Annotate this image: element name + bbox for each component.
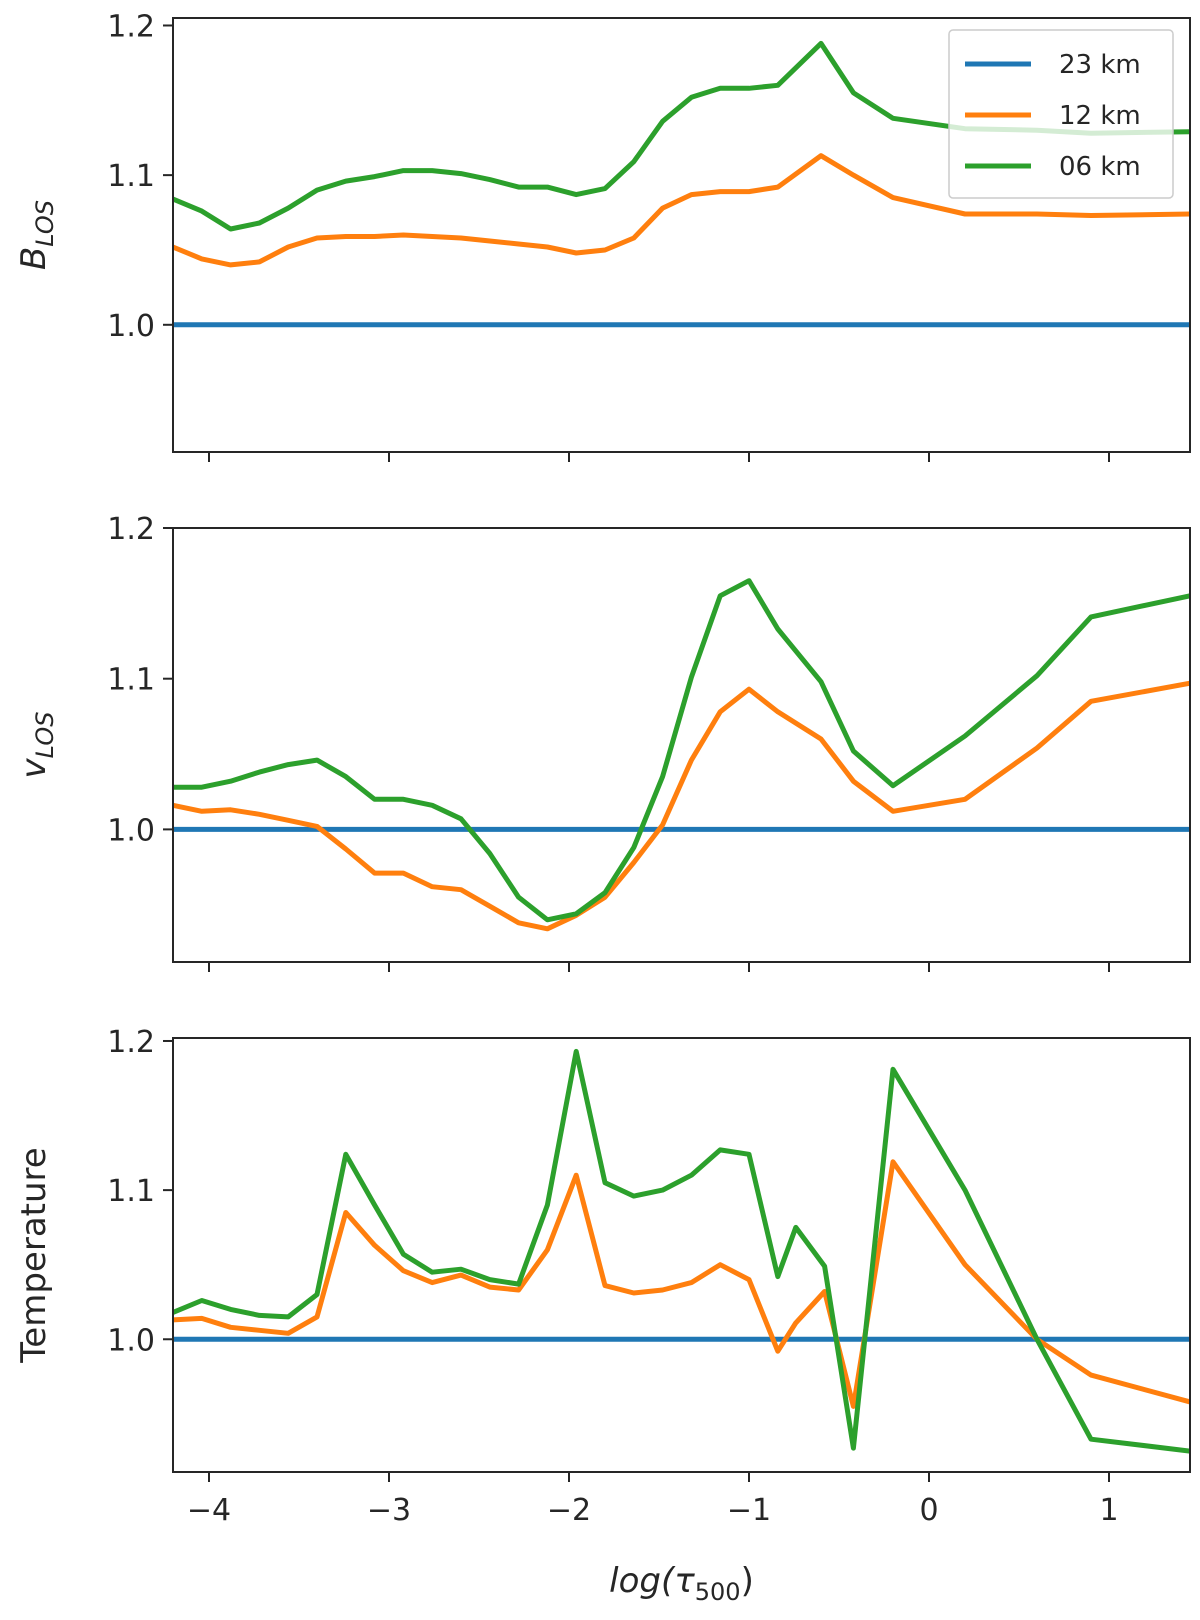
y-tick-label: 1.2 (107, 512, 155, 547)
legend-label: 06 km (1059, 152, 1141, 182)
y-tick-label: 1.1 (107, 159, 155, 194)
series-line-06-km (173, 1048, 1190, 1454)
legend-box (948, 29, 1174, 199)
axes-frame (172, 17, 1191, 453)
y-tick-label: 1.2 (107, 9, 155, 44)
x-tick-label: −3 (367, 1493, 411, 1528)
y-axis-label: Temperature (14, 1147, 54, 1363)
axes-frame (172, 527, 1191, 963)
series-line-12-km (173, 1159, 1190, 1409)
legend: 23 km 12 km 06 km (948, 29, 1174, 199)
series-line-12-km (173, 153, 1190, 268)
y-axis-label: vLOS (14, 712, 59, 779)
y-tick-label: 1.1 (107, 1174, 155, 1209)
y-tick-label: 1.2 (107, 1025, 155, 1060)
y-tick-label: 1.0 (107, 1323, 155, 1358)
x-tick-label: −1 (727, 1493, 771, 1528)
x-tick-label: 0 (919, 1493, 938, 1528)
panel-2: 1.0 1.1 1.2 vLOS (14, 512, 1191, 972)
series-line-06-km (173, 578, 1190, 923)
y-tick-label: 1.0 (107, 813, 155, 848)
x-tick-label: 1 (1099, 1493, 1118, 1528)
x-tick-label: −4 (187, 1493, 231, 1528)
panel-1: 1.0 1.1 1.2 BLOS (14, 9, 1191, 462)
y-axis-label: BLOS (14, 200, 59, 270)
axes-frame (172, 1037, 1191, 1473)
legend-label: 12 km (1059, 101, 1141, 131)
x-tick-label: −2 (547, 1493, 591, 1528)
legend-label: 23 km (1059, 50, 1141, 80)
panel-3: 1.0 1.1 1.2 −4 −3 −2 −1 0 1 Temperature (14, 1025, 1191, 1528)
y-tick-label: 1.0 (107, 309, 155, 344)
x-axis-label: log(τ500) (609, 1561, 754, 1606)
y-tick-label: 1.1 (107, 663, 155, 698)
series-line-06-km (173, 40, 1190, 232)
